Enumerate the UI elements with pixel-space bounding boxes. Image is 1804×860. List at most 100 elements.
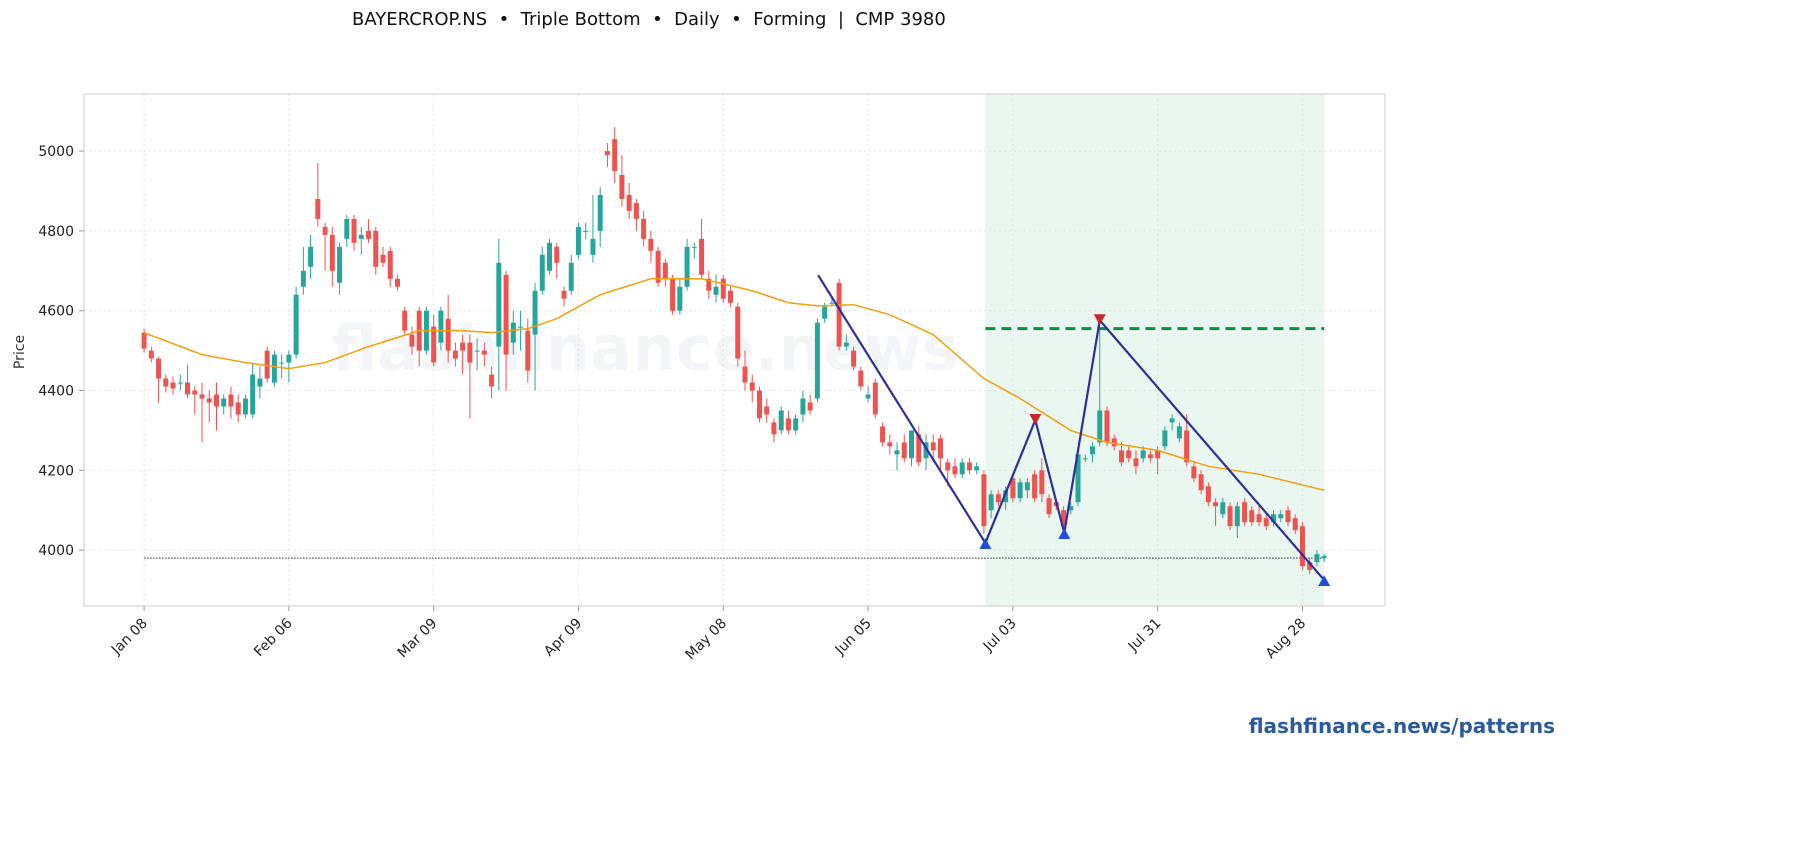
candle-body [561, 290, 567, 299]
chart-title: BAYERCROP.NS • Triple Bottom • Daily • F… [352, 9, 946, 30]
candle-body [945, 462, 951, 471]
candle-body [691, 246, 697, 248]
candle-body [228, 394, 234, 407]
candle-body [344, 218, 350, 239]
candle-body [518, 326, 524, 328]
candle-body [619, 175, 625, 199]
candle-body [880, 426, 886, 443]
candle-body [814, 322, 820, 399]
candle-body [1278, 514, 1284, 519]
candle-body [510, 322, 516, 343]
x-tick-label: Jul 03 [980, 616, 1020, 656]
candle-body [438, 310, 444, 343]
candle-body [937, 438, 943, 459]
peak-marker [1093, 314, 1106, 326]
candle-body [1242, 502, 1248, 523]
candle-body [1162, 430, 1168, 447]
candle-body [735, 306, 741, 359]
candle-body [1155, 450, 1161, 459]
candle-body [887, 442, 893, 447]
candle-body [1256, 514, 1262, 523]
candle-body [858, 370, 864, 387]
candle-body [402, 310, 408, 331]
candle-body [959, 462, 965, 475]
candle-body [177, 382, 183, 384]
candle-body [1024, 482, 1030, 491]
candle-body [409, 334, 415, 347]
candle-body [713, 286, 719, 295]
candle-body [539, 254, 545, 291]
candle-body [684, 246, 690, 287]
x-tick-label: Feb 06 [251, 615, 296, 660]
candle-body [300, 270, 306, 287]
plot-frame [83, 93, 1386, 607]
trough-marker [979, 538, 992, 549]
candle-body [822, 306, 828, 319]
x-tick-label: Apr 09 [541, 616, 585, 660]
candle-body [1118, 450, 1124, 463]
candle-body [308, 246, 314, 267]
candle-body [279, 362, 285, 364]
candle-body [662, 262, 668, 279]
candle-body [1234, 506, 1240, 527]
footer: flashfinance.news/patterns [1249, 714, 1555, 738]
x-tick-label: May 08 [683, 616, 731, 664]
candle-body [995, 494, 1001, 503]
trough-marker [1318, 575, 1331, 587]
candle-body [1314, 554, 1320, 563]
candle-body [641, 218, 647, 239]
candle-body [1263, 518, 1269, 527]
candle-body [1104, 410, 1110, 443]
candle-body [793, 418, 799, 431]
y-tick-label: 4800 [38, 224, 74, 240]
pattern-line [817, 274, 1326, 581]
candle-body [1061, 510, 1067, 527]
candle-body [670, 278, 676, 311]
y-tick-label: 5000 [38, 144, 74, 160]
candle-body [728, 290, 734, 303]
candle-body [221, 398, 227, 407]
candle-body [496, 262, 502, 347]
candle-body [807, 402, 813, 411]
candle-body [909, 430, 915, 459]
y-tick-label: 4200 [38, 463, 74, 479]
candle-body [1090, 446, 1096, 455]
candle-body [264, 350, 270, 379]
candle-body [583, 230, 589, 232]
candle-body [452, 350, 458, 359]
candle-body [315, 198, 321, 219]
y-tick-label: 4400 [38, 384, 74, 400]
candle-body [1213, 502, 1219, 507]
candle-body [293, 294, 299, 355]
candle-body [836, 282, 842, 347]
candle-body [894, 450, 900, 455]
candle-body [1271, 514, 1277, 523]
candle-body [351, 218, 357, 243]
trough-marker [1058, 528, 1071, 539]
candle-body [612, 139, 618, 172]
candle-body [1184, 430, 1190, 463]
candle-body [358, 234, 364, 239]
candle-body [604, 151, 610, 156]
candle-body [192, 390, 198, 395]
candle-body [771, 422, 777, 435]
candle-body [1032, 474, 1038, 499]
candle-body [677, 286, 683, 311]
candle-body [373, 230, 379, 267]
candle-body [1299, 526, 1305, 567]
candle-body [286, 354, 292, 363]
moving-average [143, 278, 1325, 491]
candle-body [749, 382, 755, 391]
candle-body [387, 250, 393, 279]
candle-body [1017, 482, 1023, 499]
candle-body [525, 330, 531, 371]
candle-body [1147, 454, 1153, 459]
candle-body [988, 494, 994, 511]
candle-body [1220, 502, 1226, 515]
candle-body [872, 382, 878, 415]
candle-body [843, 342, 849, 347]
candle-body [1010, 478, 1016, 499]
candle-body [141, 332, 147, 349]
candle-body [800, 398, 806, 415]
